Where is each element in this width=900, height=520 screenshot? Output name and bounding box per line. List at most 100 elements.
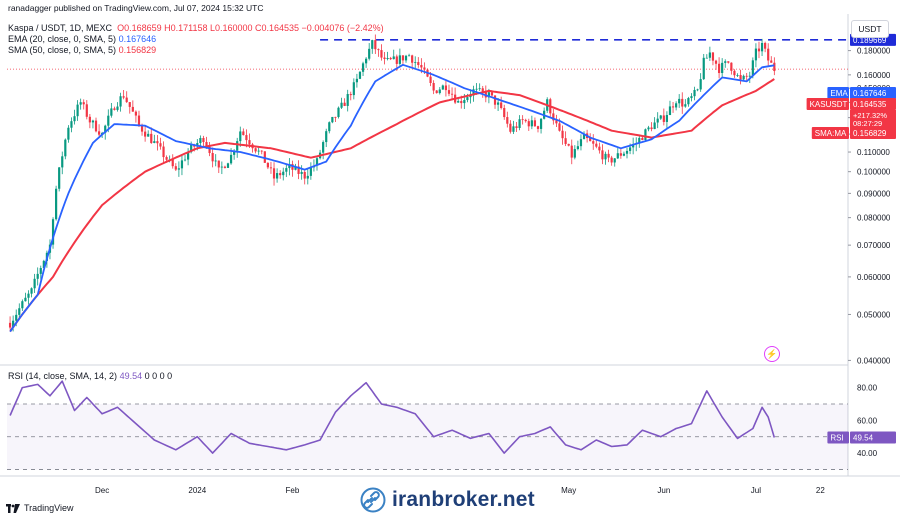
candle-up [751,60,754,76]
candle-down [88,116,91,123]
candle-down [567,143,570,146]
resistance-badge-price: 0.189669 [853,36,887,45]
candle-down [598,146,601,151]
candle-down [245,135,248,141]
candle-up [754,48,758,61]
candle-up [315,158,319,166]
candle-up [119,96,122,107]
candle-up [73,116,76,122]
candle-up [487,92,490,98]
ema-legend-value: 0.167646 [118,34,157,44]
symbol-badge-price: 0.164535 [853,100,887,109]
countdown-badge: +217.32%08:27:29 [850,110,896,128]
ema-legend[interactable]: EMA (20, close, 0, SMA, 5) 0.167646 [8,34,156,45]
tradingview-logo-icon [6,503,20,513]
candle-down [131,106,134,112]
time-axis-label: 2024 [188,486,206,495]
candle-down [122,96,125,98]
rsi-legend-label: RSI (14, close, SMA, 14, 2) [8,371,118,381]
sma50-line [9,78,775,333]
candle-up [702,57,705,80]
ema-legend-label: EMA (20, close, 0, SMA, 5) [8,34,117,44]
sma-legend[interactable]: SMA (50, close, 0, SMA, 5) 0.156829 [8,45,156,56]
rsi-axis-label: 40.00 [857,449,878,458]
candle-up [644,129,647,141]
candle-up [79,102,82,105]
candle-down [8,322,12,328]
candle-up [675,103,678,108]
candle-up [684,104,687,107]
rsi-band-fill [7,404,848,470]
candle-down [417,62,420,66]
rsi-badge-tag-bg [827,431,849,444]
rsi-legend[interactable]: RSI (14, close, SMA, 14, 2) 49.54 0 0 0 … [8,371,172,382]
candle-up [325,131,328,143]
candle-down [97,131,101,135]
ohlc-values: O0.168659 H0.171158 L0.160000 C0.164535 … [117,23,384,33]
candle-down [555,120,558,124]
candle-up [340,102,343,108]
link-logo-icon [360,487,386,513]
candle-down [248,140,251,145]
change-text: +217.32% [853,111,887,120]
candle-up [294,166,297,170]
candle-up [21,301,24,309]
tradingview-footer[interactable]: TradingView [6,503,74,513]
candle-up [371,40,374,49]
currency-button[interactable]: USDT [851,20,889,38]
candle-up [616,153,619,159]
candles-group [8,34,776,332]
rsi-badge-price: 49.54 [853,433,874,442]
candle-up [300,171,303,174]
candle-down [401,55,405,61]
lightning-icon[interactable]: ⚡ [764,346,780,362]
candle-down [592,141,595,144]
candle-down [171,159,174,167]
candle-down [739,75,742,80]
price-axis-label: 0.050000 [857,310,891,319]
rsi-badge-tag: RSI [830,433,843,442]
candle-up [392,56,395,60]
candle-down [506,117,509,124]
candle-up [12,320,15,328]
candle-up [361,63,365,72]
candle-up [27,293,30,298]
sma-badge-price: 0.156829 [853,129,887,138]
candle-up [573,149,576,158]
candle-up [55,188,58,220]
candle-up [457,101,460,103]
candle-up [441,85,444,90]
candle-up [282,171,285,176]
candle-up [322,142,325,153]
candle-down [395,56,398,64]
candle-up [236,141,239,151]
candle-down [450,93,454,95]
publisher-line: ranadagger published on TradingView.com,… [8,3,264,13]
candle-up [625,150,629,154]
candle-down [162,146,165,158]
candle-down [589,138,592,142]
candle-up [104,125,107,133]
candle-up [386,58,389,60]
candle-down [266,162,269,168]
price-axis-label: 0.090000 [857,189,891,198]
price-axis-label: 0.070000 [857,241,891,250]
time-axis-label: Jun [657,486,670,495]
candle-up [51,219,55,245]
candle-up [708,52,711,58]
ema-badge-tag: EMA [830,89,848,98]
candle-up [91,120,95,123]
candle-down [377,49,380,51]
candle-down [263,151,266,163]
candle-down [745,75,748,77]
time-axis-label: May [561,486,576,495]
candle-down [460,101,463,104]
countdown-bg [850,110,896,128]
candle-up [214,160,217,162]
candle-up [229,154,233,164]
symbol-name: Kaspa / USDT, 1D, MEXC [8,23,113,33]
candle-down [536,126,540,129]
candle-down [94,120,98,132]
symbol-badge-tag: KASUSDT [810,100,848,109]
